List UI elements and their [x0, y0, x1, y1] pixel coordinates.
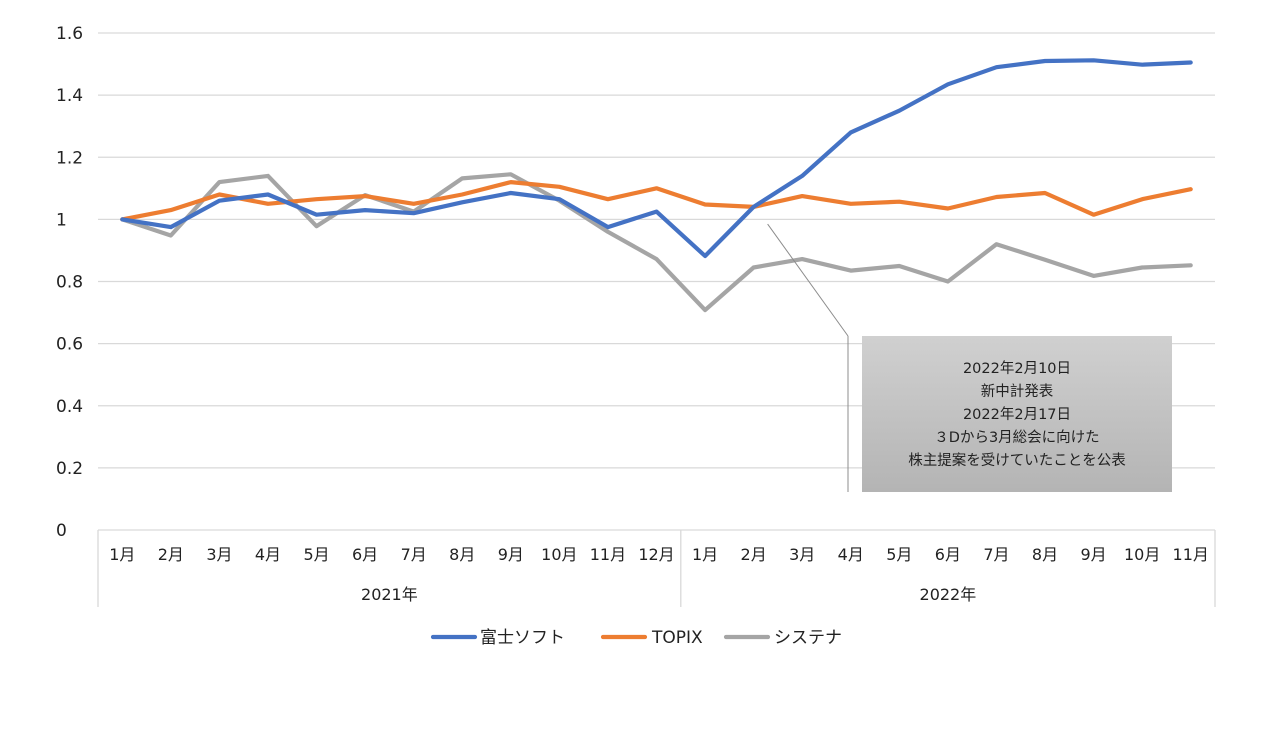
x-tick-label: 5月: [303, 545, 329, 564]
y-tick-label: 0.2: [56, 459, 83, 479]
y-axis-ticks: 0 0.2 0.4 0.6 0.8 1 1.2 1.4 1.6: [56, 24, 83, 541]
x-tick-label: 2月: [741, 545, 767, 564]
x-tick-label: 7月: [401, 545, 427, 564]
callout-leader: [767, 223, 849, 337]
x-tick-label: 11月: [1173, 545, 1209, 564]
x-tick-label: 8月: [1032, 545, 1058, 564]
y-tick-label: 0: [56, 521, 67, 541]
x-tick-label: 7月: [983, 545, 1009, 564]
y-tick-label: 0.4: [56, 397, 83, 417]
y-tick-label: 0.6: [56, 335, 83, 355]
legend-label-0: 富士ソフト: [480, 628, 565, 648]
series-line-0: [120, 58, 1193, 259]
x-tick-label: 6月: [352, 545, 378, 564]
x-tick-label: 9月: [1080, 545, 1106, 564]
y-tick-label: 1.4: [56, 86, 83, 106]
callout-text-line: 株主提案を受けていたことを公表: [908, 451, 1126, 469]
legend-label-2: システナ: [774, 628, 842, 648]
x-tick-label: 10月: [541, 545, 577, 564]
x-tick-label: 6月: [935, 545, 961, 564]
callout-text-line: 新中計発表: [981, 383, 1054, 400]
legend: 富士ソフト TOPIX システナ: [430, 628, 842, 648]
x-tick-label: 5月: [886, 545, 912, 564]
year-group-label: 2021年: [361, 585, 418, 604]
callout-text-line: ３Dから3月総会に向けた: [934, 429, 1099, 446]
x-tick-label: 3月: [206, 545, 232, 564]
y-tick-label: 1.2: [56, 148, 83, 168]
y-tick-label: 1.6: [56, 24, 83, 44]
x-tick-label: 3月: [789, 545, 815, 564]
callout-box: [862, 336, 1172, 492]
x-tick-label: 4月: [838, 545, 864, 564]
x-tick-label: 11月: [590, 545, 626, 564]
x-tick-label: 10月: [1124, 545, 1160, 564]
legend-label-1: TOPIX: [651, 628, 703, 648]
x-tick-label: 4月: [255, 545, 281, 564]
x-tick-label: 8月: [449, 545, 475, 564]
y-tick-label: 0.8: [56, 273, 83, 293]
series-line-1: [120, 180, 1193, 222]
gridlines: [98, 32, 1215, 531]
x-axis: 1月 2月 3月 4月 5月 6月 7月 8月 9月 10月 11月 12月 1月 2月 3月 4月 5月 6月 7…: [97, 530, 1216, 607]
callout-text-line: 2022年2月10日: [963, 360, 1071, 377]
callout-text-line: 2022年2月17日: [963, 406, 1071, 423]
x-tick-label: 12月: [638, 545, 674, 564]
series-lines: [120, 58, 1193, 313]
y-tick-label: 1: [56, 210, 67, 230]
x-tick-label: 1月: [109, 545, 135, 564]
x-tick-label: 2月: [158, 545, 184, 564]
year-group-label: 2022年: [920, 585, 977, 604]
x-tick-label: 1月: [692, 545, 718, 564]
x-tick-label: 9月: [498, 545, 524, 564]
